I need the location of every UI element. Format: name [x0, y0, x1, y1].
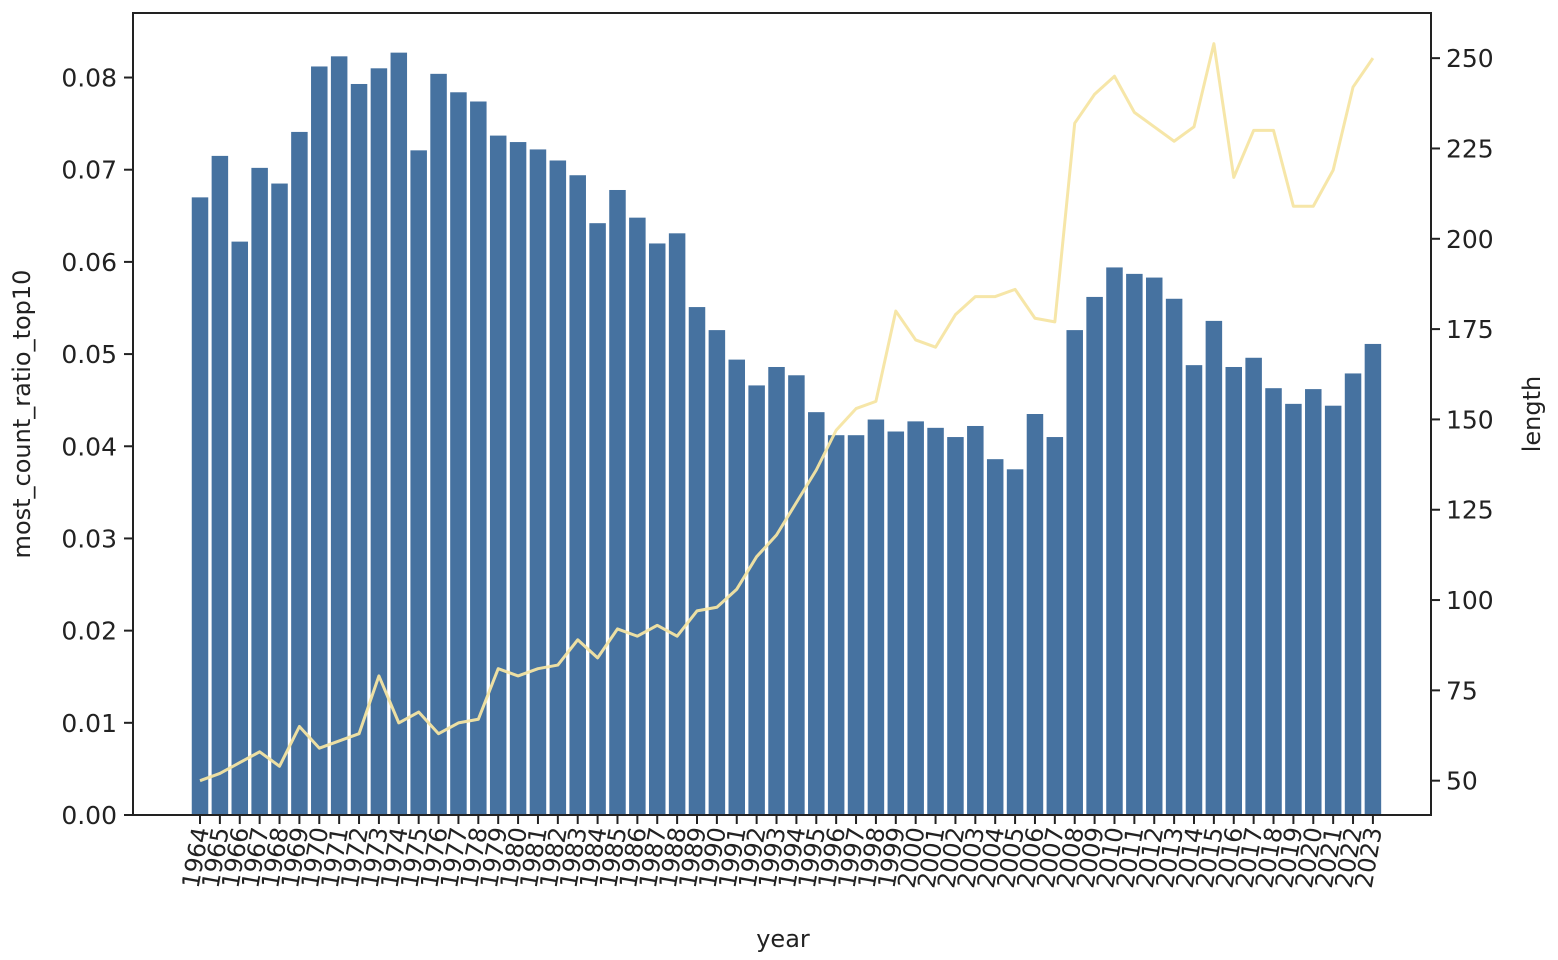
- bar-2005: [1006, 469, 1024, 815]
- left-y-axis: 0.00 0.01 0.02 0.03 0.04 0.05 0.06 0.07 0.08: [61, 64, 133, 830]
- bar-1978: [470, 101, 487, 815]
- bar-1969: [291, 131, 308, 816]
- bar-1965: [211, 155, 229, 815]
- bar-1984: [589, 223, 606, 815]
- bar-2016: [1225, 366, 1243, 815]
- bar-2023: [1364, 343, 1382, 815]
- bar-1980: [509, 142, 527, 815]
- bar-1974: [390, 52, 408, 815]
- bar-1973: [370, 68, 388, 815]
- bar-1968: [271, 183, 288, 816]
- bar-1982: [549, 160, 567, 816]
- bar-1990: [708, 330, 726, 815]
- bar-2012: [1145, 277, 1163, 815]
- bars-layer: [191, 52, 1382, 816]
- bar-1995: [808, 412, 825, 815]
- y-axis-title: most_count_ratio_top10: [8, 270, 36, 559]
- bar-2006: [1026, 414, 1044, 815]
- bar-1988: [668, 233, 686, 815]
- bar-1976: [430, 73, 447, 816]
- bar-1971: [330, 56, 348, 815]
- bar-2009: [1086, 296, 1103, 815]
- bar-2010: [1106, 267, 1123, 815]
- bar-2000: [907, 421, 924, 815]
- y-tick-label: 0.07: [61, 156, 117, 185]
- bar-2021: [1324, 405, 1342, 815]
- bar-1996: [827, 435, 845, 815]
- y-tick-label: 0.02: [61, 617, 117, 646]
- y2-tick-label: 50: [1446, 767, 1478, 796]
- bar-1966: [231, 241, 249, 815]
- y-tick-label: 0.04: [61, 432, 117, 461]
- bar-1967: [251, 167, 268, 815]
- y2-tick-label: 200: [1446, 225, 1494, 254]
- bar-2017: [1245, 357, 1262, 815]
- y2-tick-label: 125: [1446, 496, 1494, 525]
- bar-1977: [450, 92, 467, 815]
- bar-2001: [927, 427, 944, 815]
- y2-tick-label: 100: [1446, 586, 1494, 615]
- bar-1983: [569, 175, 586, 816]
- y-tick-label: 0.08: [61, 64, 117, 93]
- bar-1964: [191, 197, 209, 815]
- bar-2020: [1305, 389, 1322, 815]
- x-axis: 1964196519661967196819691970197119721973…: [177, 815, 1388, 890]
- length-line: [199, 42, 1375, 783]
- right-y-axis: 50 75 100 125 150 175 200 225 250: [1431, 44, 1494, 796]
- bar-2013: [1165, 298, 1183, 815]
- bar-2015: [1205, 320, 1223, 815]
- y2-axis-title: length: [1518, 376, 1546, 453]
- bar-1972: [350, 83, 368, 816]
- y2-tick-label: 75: [1446, 676, 1478, 705]
- bar-1987: [648, 243, 666, 815]
- bar-1992: [748, 385, 765, 815]
- x-axis-title: year: [756, 925, 810, 953]
- y2-tick-label: 175: [1446, 315, 1494, 344]
- y-tick-label: 0.03: [61, 524, 117, 553]
- bar-1998: [867, 419, 885, 815]
- bar-2018: [1265, 388, 1282, 815]
- y2-tick-label: 150: [1446, 405, 1494, 434]
- y-tick-label: 0.01: [61, 709, 117, 738]
- bar-1979: [489, 135, 507, 816]
- y2-tick-label: 225: [1446, 134, 1494, 163]
- bar-1985: [609, 189, 626, 816]
- bar-1986: [629, 217, 646, 815]
- y2-tick-label: 250: [1446, 44, 1494, 73]
- bar-2008: [1066, 330, 1083, 815]
- line-layer: [199, 42, 1375, 783]
- bar-1997: [847, 435, 865, 815]
- bar-2014: [1185, 365, 1203, 815]
- bar-2004: [986, 459, 1004, 815]
- plot-frame: [132, 12, 1432, 816]
- bar-1993: [768, 366, 785, 815]
- y-tick-label: 0.05: [61, 340, 117, 369]
- bar-2002: [947, 437, 964, 815]
- bar-2003: [967, 425, 984, 815]
- y-tick-label: 0.06: [61, 248, 117, 277]
- y-tick-label: 0.00: [61, 801, 117, 830]
- bar-1994: [788, 375, 805, 815]
- bar-2007: [1046, 437, 1064, 815]
- bar-1970: [311, 66, 328, 816]
- bar-2022: [1344, 373, 1362, 815]
- bar-2019: [1285, 403, 1302, 815]
- bar-2011: [1126, 273, 1143, 815]
- bar-1975: [410, 150, 427, 816]
- bar-1999: [887, 431, 905, 815]
- bar-1981: [529, 149, 547, 815]
- bar-1989: [688, 307, 706, 815]
